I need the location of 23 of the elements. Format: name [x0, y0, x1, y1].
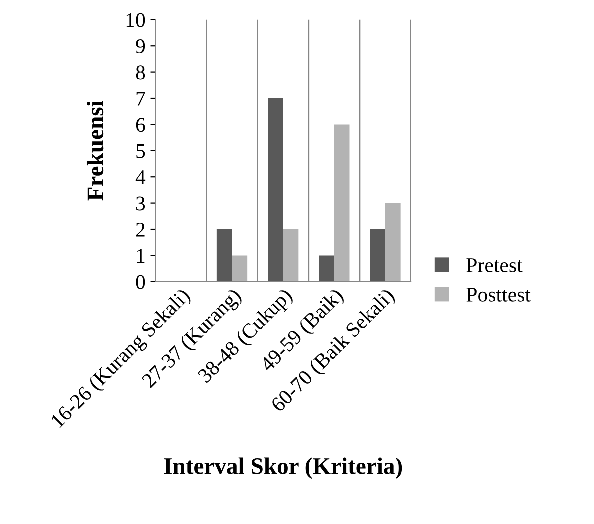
y-tick-label: 0 [136, 275, 146, 290]
bar [370, 230, 386, 282]
y-axis-title: Frekuensi [86, 100, 104, 201]
bar [283, 230, 299, 282]
y-tick-label: 2 [136, 222, 145, 237]
bar [319, 256, 334, 282]
bar [386, 203, 401, 282]
y-tick-label: 3 [136, 196, 146, 211]
y-tick-label: 7 [136, 92, 146, 106]
bar [232, 256, 248, 282]
legend-label: Pretest [466, 258, 523, 272]
y-tick-label: 1 [137, 249, 145, 263]
bar [216, 230, 232, 282]
bar [334, 124, 350, 282]
legend-label: Posttest [466, 288, 531, 302]
y-tick-label: 5 [136, 144, 146, 158]
x-axis-title: Interval Skor (Kriteria) [164, 458, 402, 480]
y-tick-label: 4 [136, 170, 146, 184]
y-tick-label: 8 [136, 66, 146, 80]
y-tick-label: 6 [136, 118, 146, 132]
y-tick-label: 10 [126, 13, 146, 28]
y-tick-label: 9 [136, 40, 146, 54]
bar [268, 98, 284, 282]
